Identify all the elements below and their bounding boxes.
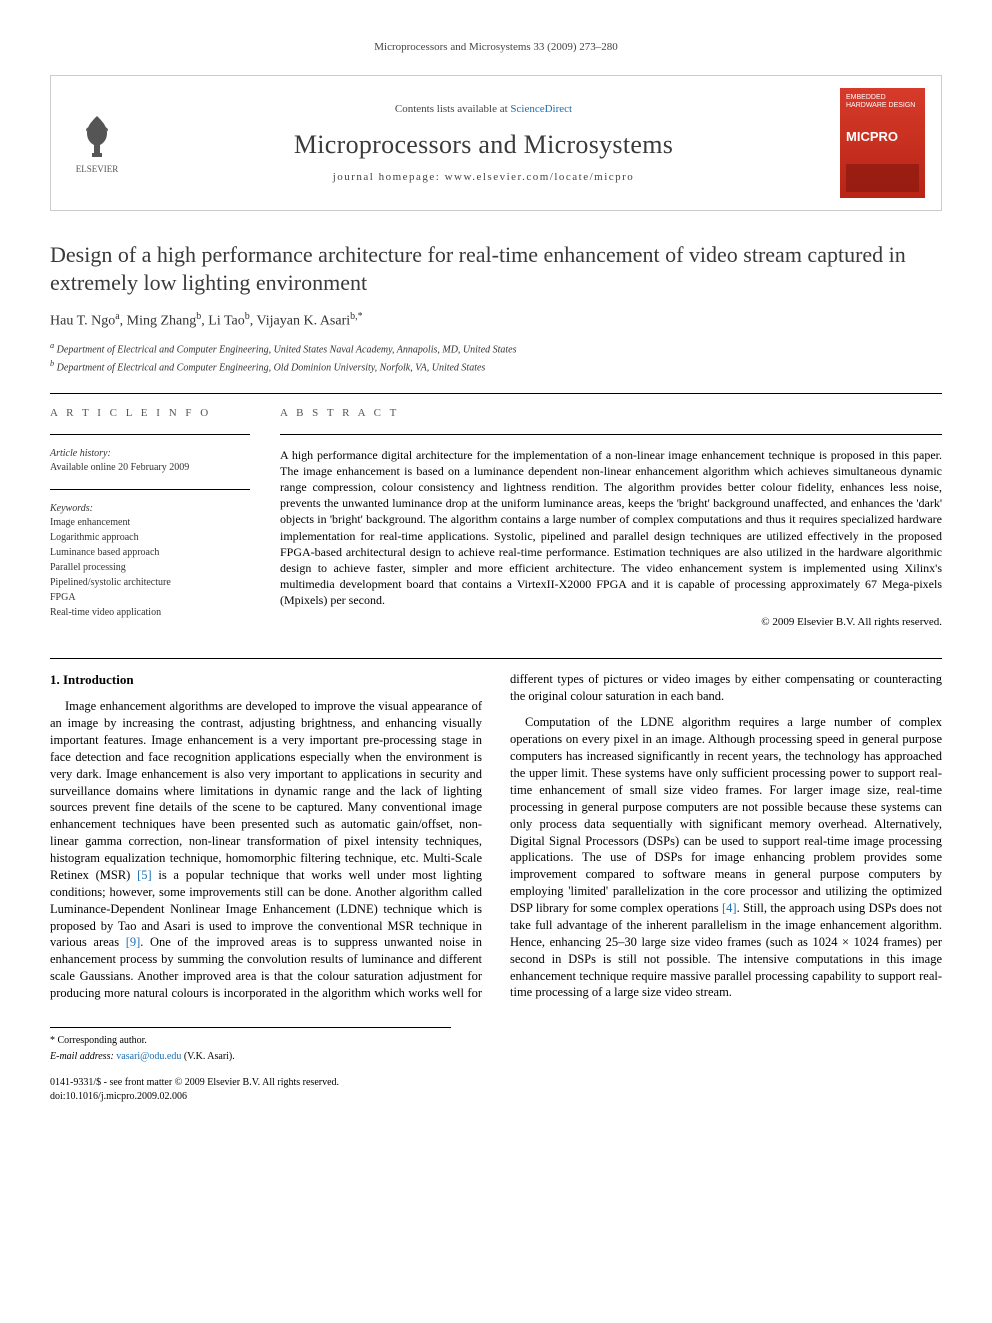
- keyword-item: Real-time video application: [50, 606, 250, 620]
- keyword-item: Image enhancement: [50, 516, 250, 530]
- body-paragraph-2: Computation of the LDNE algorithm requir…: [510, 714, 942, 1001]
- article-title: Design of a high performance architectur…: [50, 241, 942, 296]
- body-top-rule: [50, 658, 942, 659]
- keyword-item: FPGA: [50, 591, 250, 605]
- keywords-block: Keywords: Image enhancement Logarithmic …: [50, 502, 250, 620]
- authors-line: Hau T. Ngoa, Ming Zhangb, Li Taob, Vijay…: [50, 310, 942, 331]
- corresponding-line: * Corresponding author.: [50, 1034, 451, 1048]
- journal-cover-thumb: EMBEDDED HARDWARE DESIGN MICPRO: [840, 88, 925, 198]
- history-line: Available online 20 February 2009: [50, 461, 250, 475]
- keyword-item: Pipelined/systolic architecture: [50, 576, 250, 590]
- info-abstract-row: A R T I C L E I N F O Article history: A…: [50, 406, 942, 633]
- email-line: E-mail address: vasari@odu.edu (V.K. Asa…: [50, 1050, 451, 1064]
- contents-lists-line: Contents lists available at ScienceDirec…: [143, 102, 824, 117]
- journal-masthead: ELSEVIER Contents lists available at Sci…: [50, 75, 942, 211]
- body-two-column: 1. Introduction Image enhancement algori…: [50, 671, 942, 1007]
- publisher-label: ELSEVIER: [76, 163, 119, 176]
- sciencedirect-link[interactable]: ScienceDirect: [510, 103, 572, 115]
- section-1-heading: 1. Introduction: [50, 671, 482, 689]
- journal-name: Microprocessors and Microsystems: [143, 127, 824, 163]
- doi-block: 0141-9331/$ - see front matter © 2009 El…: [50, 1076, 942, 1104]
- front-matter-line: 0141-9331/$ - see front matter © 2009 El…: [50, 1076, 942, 1090]
- affiliation-a: a Department of Electrical and Computer …: [50, 340, 942, 357]
- citation-link-5[interactable]: [5]: [137, 868, 152, 882]
- journal-homepage-line: journal homepage: www.elsevier.com/locat…: [143, 170, 824, 185]
- email-label: E-mail address:: [50, 1051, 116, 1062]
- abstract-text: A high performance digital architecture …: [280, 447, 942, 609]
- author-2-affil: b: [196, 311, 201, 322]
- cover-pattern: [846, 164, 919, 192]
- history-label: Article history:: [50, 447, 250, 461]
- author-3-affil: b: [245, 311, 250, 322]
- homepage-url: www.elsevier.com/locate/micpro: [445, 171, 635, 183]
- publisher-logo-block: ELSEVIER: [67, 111, 127, 176]
- corresponding-author-footer: * Corresponding author. E-mail address: …: [50, 1027, 451, 1064]
- article-info-column: A R T I C L E I N F O Article history: A…: [50, 406, 250, 633]
- info-rule-1: [50, 434, 250, 435]
- keywords-list: Image enhancement Logarithmic approach L…: [50, 516, 250, 620]
- author-4-affil: b,*: [350, 311, 363, 322]
- abstract-rule: [280, 434, 942, 435]
- author-3: Li Tao: [208, 314, 244, 329]
- keywords-label: Keywords:: [50, 502, 250, 516]
- keyword-item: Parallel processing: [50, 561, 250, 575]
- affiliations: a Department of Electrical and Computer …: [50, 340, 942, 376]
- elsevier-tree-icon: [72, 111, 122, 161]
- author-1-affil: a: [115, 311, 119, 322]
- email-suffix: (V.K. Asari).: [181, 1051, 234, 1062]
- article-info-heading: A R T I C L E I N F O: [50, 406, 250, 421]
- corresponding-email-link[interactable]: vasari@odu.edu: [116, 1051, 181, 1062]
- homepage-prefix: journal homepage:: [333, 171, 445, 183]
- doi-line: doi:10.1016/j.micpro.2009.02.006: [50, 1090, 942, 1104]
- running-head: Microprocessors and Microsystems 33 (200…: [50, 40, 942, 55]
- cover-logo: MICPRO: [846, 128, 919, 146]
- citation-link-4[interactable]: [4]: [722, 901, 737, 915]
- abstract-copyright: © 2009 Elsevier B.V. All rights reserved…: [280, 615, 942, 630]
- author-2: Ming Zhang: [127, 314, 197, 329]
- keyword-item: Logarithmic approach: [50, 531, 250, 545]
- abstract-heading: A B S T R A C T: [280, 406, 942, 421]
- author-1: Hau T. Ngo: [50, 314, 115, 329]
- affiliation-b: b Department of Electrical and Computer …: [50, 358, 942, 375]
- citation-link-9[interactable]: [9]: [126, 935, 141, 949]
- divider-rule: [50, 393, 942, 394]
- article-history-block: Article history: Available online 20 Feb…: [50, 447, 250, 475]
- abstract-column: A B S T R A C T A high performance digit…: [280, 406, 942, 633]
- masthead-center: Contents lists available at ScienceDirec…: [143, 102, 824, 185]
- cover-subtitle: EMBEDDED HARDWARE DESIGN: [846, 94, 919, 109]
- author-4: Vijayan K. Asari: [257, 314, 351, 329]
- keyword-item: Luminance based approach: [50, 546, 250, 560]
- info-rule-2: [50, 489, 250, 490]
- contents-prefix: Contents lists available at: [395, 103, 510, 115]
